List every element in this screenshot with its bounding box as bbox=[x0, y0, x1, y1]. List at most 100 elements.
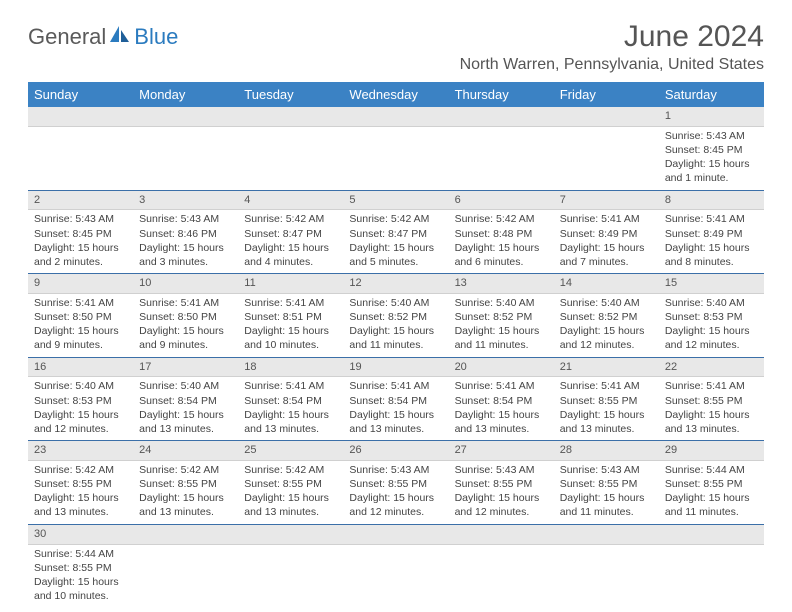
calendar-cell: 19Sunrise: 5:41 AMSunset: 8:54 PMDayligh… bbox=[343, 357, 448, 441]
sunrise-text: Sunrise: 5:40 AM bbox=[139, 379, 232, 393]
sunrise-text: Sunrise: 5:44 AM bbox=[34, 547, 127, 561]
calendar-row: 16Sunrise: 5:40 AMSunset: 8:53 PMDayligh… bbox=[28, 357, 764, 441]
day-body: Sunrise: 5:43 AMSunset: 8:46 PMDaylight:… bbox=[133, 210, 238, 273]
sunset-text: Sunset: 8:53 PM bbox=[665, 310, 758, 324]
day-number: 9 bbox=[28, 274, 133, 294]
calendar-cell: 7Sunrise: 5:41 AMSunset: 8:49 PMDaylight… bbox=[554, 190, 659, 274]
calendar-row: 1Sunrise: 5:43 AMSunset: 8:45 PMDaylight… bbox=[28, 107, 764, 190]
day-number: 19 bbox=[343, 358, 448, 378]
sunrise-text: Sunrise: 5:41 AM bbox=[34, 296, 127, 310]
logo-text-general: General bbox=[28, 24, 106, 50]
calendar-cell: 14Sunrise: 5:40 AMSunset: 8:52 PMDayligh… bbox=[554, 274, 659, 358]
day-number: 14 bbox=[554, 274, 659, 294]
weekday-saturday: Saturday bbox=[659, 82, 764, 107]
day-number: 27 bbox=[449, 441, 554, 461]
calendar-cell: 29Sunrise: 5:44 AMSunset: 8:55 PMDayligh… bbox=[659, 441, 764, 525]
sunrise-text: Sunrise: 5:43 AM bbox=[455, 463, 548, 477]
day-body: Sunrise: 5:40 AMSunset: 8:54 PMDaylight:… bbox=[133, 377, 238, 440]
weekday-monday: Monday bbox=[133, 82, 238, 107]
daylight-text: Daylight: 15 hours and 4 minutes. bbox=[244, 241, 337, 269]
day-number: 21 bbox=[554, 358, 659, 378]
sunset-text: Sunset: 8:50 PM bbox=[34, 310, 127, 324]
sunrise-text: Sunrise: 5:40 AM bbox=[349, 296, 442, 310]
calendar-cell: 24Sunrise: 5:42 AMSunset: 8:55 PMDayligh… bbox=[133, 441, 238, 525]
daylight-text: Daylight: 15 hours and 9 minutes. bbox=[139, 324, 232, 352]
calendar-cell: 12 Sunrise: 5:40 AMSunset: 8:52 PMDayligh… bbox=[343, 274, 448, 358]
day-body: Sunrise: 5:41 AMSunset: 8:54 PMDaylight:… bbox=[238, 377, 343, 440]
daylight-text: Daylight: 15 hours and 13 minutes. bbox=[349, 408, 442, 436]
calendar-cell: 28Sunrise: 5:43 AMSunset: 8:55 PMDayligh… bbox=[554, 441, 659, 525]
calendar-cell: 3Sunrise: 5:43 AMSunset: 8:46 PMDaylight… bbox=[133, 190, 238, 274]
sunrise-text: Sunrise: 5:42 AM bbox=[34, 463, 127, 477]
daylight-text: Daylight: 15 hours and 11 minutes. bbox=[349, 324, 442, 352]
calendar-cell: 4Sunrise: 5:42 AMSunset: 8:47 PMDaylight… bbox=[238, 190, 343, 274]
calendar-row: 2Sunrise: 5:43 AMSunset: 8:45 PMDaylight… bbox=[28, 190, 764, 274]
day-number: 12 bbox=[343, 274, 448, 294]
daylight-text: Daylight: 15 hours and 6 minutes. bbox=[455, 241, 548, 269]
calendar-cell: 9Sunrise: 5:41 AMSunset: 8:50 PMDaylight… bbox=[28, 274, 133, 358]
day-number: 17 bbox=[133, 358, 238, 378]
day-body: Sunrise: 5:40 AMSunset: 8:52 PMDaylight:… bbox=[449, 294, 554, 357]
day-number: 26 bbox=[343, 441, 448, 461]
day-body: Sunrise: 5:43 AMSunset: 8:55 PMDaylight:… bbox=[449, 461, 554, 524]
sunset-text: Sunset: 8:47 PM bbox=[244, 227, 337, 241]
sunset-text: Sunset: 8:52 PM bbox=[455, 310, 548, 324]
sunset-text: Sunset: 8:54 PM bbox=[455, 394, 548, 408]
sunrise-text: Sunrise: 5:42 AM bbox=[244, 212, 337, 226]
day-number: 23 bbox=[28, 441, 133, 461]
day-body: Sunrise: 5:41 AMSunset: 8:55 PMDaylight:… bbox=[554, 377, 659, 440]
calendar-table: Sunday Monday Tuesday Wednesday Thursday… bbox=[28, 82, 764, 607]
day-body: Sunrise: 5:41 AMSunset: 8:50 PMDaylight:… bbox=[133, 294, 238, 357]
day-number: 7 bbox=[554, 191, 659, 211]
weekday-header-row: Sunday Monday Tuesday Wednesday Thursday… bbox=[28, 82, 764, 107]
daylight-text: Daylight: 15 hours and 1 minute. bbox=[665, 157, 758, 185]
sunrise-text: Sunrise: 5:41 AM bbox=[560, 212, 653, 226]
daylight-text: Daylight: 15 hours and 10 minutes. bbox=[34, 575, 127, 603]
logo-text-blue: Blue bbox=[134, 24, 178, 50]
day-body: Sunrise: 5:40 AMSunset: 8:52 PMDaylight:… bbox=[554, 294, 659, 357]
calendar-cell: 30Sunrise: 5:44 AMSunset: 8:55 PMDayligh… bbox=[28, 524, 133, 607]
day-body: Sunrise: 5:41 AMSunset: 8:49 PMDaylight:… bbox=[554, 210, 659, 273]
calendar-row: 30Sunrise: 5:44 AMSunset: 8:55 PMDayligh… bbox=[28, 524, 764, 607]
daylight-text: Daylight: 15 hours and 13 minutes. bbox=[139, 491, 232, 519]
sunset-text: Sunset: 8:55 PM bbox=[244, 477, 337, 491]
weekday-wednesday: Wednesday bbox=[343, 82, 448, 107]
sunset-text: Sunset: 8:54 PM bbox=[244, 394, 337, 408]
sunset-text: Sunset: 8:52 PM bbox=[349, 310, 442, 324]
sunset-text: Sunset: 8:55 PM bbox=[34, 477, 127, 491]
day-body: Sunrise: 5:41 AMSunset: 8:50 PMDaylight:… bbox=[28, 294, 133, 357]
sunrise-text: Sunrise: 5:43 AM bbox=[34, 212, 127, 226]
day-body: Sunrise: 5:40 AMSunset: 8:53 PMDaylight:… bbox=[659, 294, 764, 357]
sunset-text: Sunset: 8:55 PM bbox=[34, 561, 127, 575]
sail-icon bbox=[108, 24, 132, 50]
day-number: 15 bbox=[659, 274, 764, 294]
daylight-text: Daylight: 15 hours and 13 minutes. bbox=[34, 491, 127, 519]
sunset-text: Sunset: 8:49 PM bbox=[665, 227, 758, 241]
calendar-cell-empty bbox=[554, 524, 659, 607]
day-number: 20 bbox=[449, 358, 554, 378]
daylight-text: Daylight: 15 hours and 5 minutes. bbox=[349, 241, 442, 269]
sunrise-text: Sunrise: 5:42 AM bbox=[244, 463, 337, 477]
calendar-cell: 23 Sunrise: 5:42 AMSunset: 8:55 PMDayligh… bbox=[28, 441, 133, 525]
calendar-cell: 16Sunrise: 5:40 AMSunset: 8:53 PMDayligh… bbox=[28, 357, 133, 441]
weekday-friday: Friday bbox=[554, 82, 659, 107]
calendar-cell: 20Sunrise: 5:41 AMSunset: 8:54 PMDayligh… bbox=[449, 357, 554, 441]
calendar-cell-empty bbox=[449, 107, 554, 190]
sunrise-text: Sunrise: 5:41 AM bbox=[349, 379, 442, 393]
sunrise-text: Sunrise: 5:41 AM bbox=[560, 379, 653, 393]
day-body: Sunrise: 5:41 AMSunset: 8:51 PMDaylight:… bbox=[238, 294, 343, 357]
daylight-text: Daylight: 15 hours and 13 minutes. bbox=[665, 408, 758, 436]
daylight-text: Daylight: 15 hours and 10 minutes. bbox=[244, 324, 337, 352]
calendar-cell-empty bbox=[133, 524, 238, 607]
calendar-cell: 10Sunrise: 5:41 AMSunset: 8:50 PMDayligh… bbox=[133, 274, 238, 358]
day-number: 29 bbox=[659, 441, 764, 461]
calendar-cell: 15Sunrise: 5:40 AMSunset: 8:53 PMDayligh… bbox=[659, 274, 764, 358]
calendar-cell-empty bbox=[554, 107, 659, 190]
calendar-row: 23Sunrise: 5:42 AMSunset: 8:55 PMDayligh… bbox=[28, 441, 764, 525]
day-number: 24 bbox=[133, 441, 238, 461]
logo: General Blue bbox=[28, 24, 178, 50]
calendar-cell: 8Sunrise: 5:41 AMSunset: 8:49 PMDaylight… bbox=[659, 190, 764, 274]
day-body: Sunrise: 5:41 AMSunset: 8:49 PMDaylight:… bbox=[659, 210, 764, 273]
sunrise-text: Sunrise: 5:40 AM bbox=[455, 296, 548, 310]
day-number: 8 bbox=[659, 191, 764, 211]
